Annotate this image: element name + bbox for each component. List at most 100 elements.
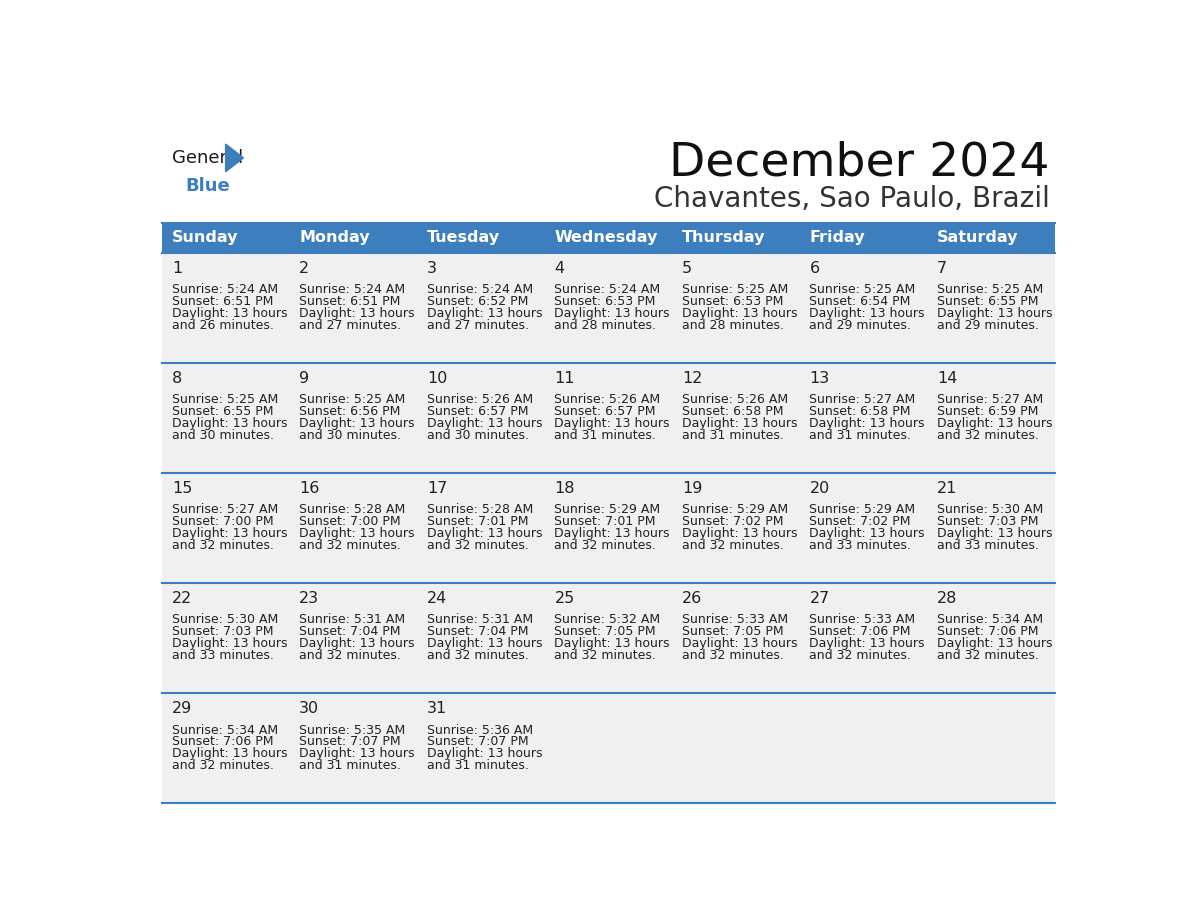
Text: and 27 minutes.: and 27 minutes. (426, 319, 529, 332)
Text: Daylight: 13 hours: Daylight: 13 hours (426, 527, 543, 540)
Text: Daylight: 13 hours: Daylight: 13 hours (299, 417, 415, 430)
Text: Sunset: 7:04 PM: Sunset: 7:04 PM (426, 625, 529, 638)
Text: and 31 minutes.: and 31 minutes. (682, 429, 784, 442)
Text: 4: 4 (555, 261, 564, 275)
Text: Sunset: 7:07 PM: Sunset: 7:07 PM (426, 735, 529, 748)
Polygon shape (226, 144, 244, 172)
Text: and 32 minutes.: and 32 minutes. (172, 539, 273, 552)
Text: Daylight: 13 hours: Daylight: 13 hours (172, 637, 287, 650)
Text: Sunset: 7:06 PM: Sunset: 7:06 PM (809, 625, 911, 638)
Text: 3: 3 (426, 261, 437, 275)
Text: Sunrise: 5:30 AM: Sunrise: 5:30 AM (937, 503, 1043, 516)
Text: 11: 11 (555, 371, 575, 386)
Text: Sunrise: 5:35 AM: Sunrise: 5:35 AM (299, 723, 405, 736)
Text: 18: 18 (555, 481, 575, 496)
Text: and 33 minutes.: and 33 minutes. (937, 539, 1038, 552)
Text: 27: 27 (809, 591, 829, 606)
Text: 10: 10 (426, 371, 447, 386)
Text: Sunrise: 5:33 AM: Sunrise: 5:33 AM (682, 613, 788, 626)
Text: Daylight: 13 hours: Daylight: 13 hours (426, 417, 543, 430)
Text: and 33 minutes.: and 33 minutes. (172, 649, 273, 662)
Text: Blue: Blue (185, 176, 230, 195)
Text: Sunset: 7:02 PM: Sunset: 7:02 PM (809, 515, 911, 528)
Text: Daylight: 13 hours: Daylight: 13 hours (555, 417, 670, 430)
Text: Daylight: 13 hours: Daylight: 13 hours (937, 527, 1053, 540)
Text: General: General (172, 149, 244, 167)
Text: 16: 16 (299, 481, 320, 496)
Text: 14: 14 (937, 371, 958, 386)
Text: Sunset: 6:58 PM: Sunset: 6:58 PM (682, 405, 783, 418)
Text: and 31 minutes.: and 31 minutes. (809, 429, 911, 442)
Text: Sunset: 7:06 PM: Sunset: 7:06 PM (937, 625, 1038, 638)
Text: Sunrise: 5:24 AM: Sunrise: 5:24 AM (426, 283, 533, 297)
Text: Sunset: 7:01 PM: Sunset: 7:01 PM (426, 515, 529, 528)
Text: Sunset: 6:57 PM: Sunset: 6:57 PM (555, 405, 656, 418)
Text: Sunset: 7:05 PM: Sunset: 7:05 PM (555, 625, 656, 638)
Text: and 28 minutes.: and 28 minutes. (682, 319, 784, 332)
Text: Sunrise: 5:26 AM: Sunrise: 5:26 AM (426, 393, 533, 406)
Text: 7: 7 (937, 261, 947, 275)
Text: and 32 minutes.: and 32 minutes. (299, 649, 402, 662)
Text: and 32 minutes.: and 32 minutes. (682, 649, 784, 662)
Text: 15: 15 (172, 481, 192, 496)
FancyBboxPatch shape (163, 252, 1055, 363)
Text: Sunday: Sunday (172, 230, 239, 245)
Text: Sunset: 7:00 PM: Sunset: 7:00 PM (299, 515, 400, 528)
Text: Sunrise: 5:24 AM: Sunrise: 5:24 AM (172, 283, 278, 297)
Text: 8: 8 (172, 371, 182, 386)
FancyBboxPatch shape (163, 223, 1055, 252)
Text: Sunset: 6:55 PM: Sunset: 6:55 PM (937, 295, 1038, 308)
Text: and 31 minutes.: and 31 minutes. (299, 759, 402, 772)
Text: Sunrise: 5:27 AM: Sunrise: 5:27 AM (937, 393, 1043, 406)
Text: and 32 minutes.: and 32 minutes. (299, 539, 402, 552)
Text: Sunset: 6:57 PM: Sunset: 6:57 PM (426, 405, 529, 418)
Text: Sunset: 6:54 PM: Sunset: 6:54 PM (809, 295, 911, 308)
Text: Sunrise: 5:25 AM: Sunrise: 5:25 AM (682, 283, 788, 297)
Text: Daylight: 13 hours: Daylight: 13 hours (426, 747, 543, 760)
Text: Sunrise: 5:24 AM: Sunrise: 5:24 AM (299, 283, 405, 297)
Text: and 29 minutes.: and 29 minutes. (809, 319, 911, 332)
Text: Sunset: 7:03 PM: Sunset: 7:03 PM (172, 625, 273, 638)
Text: 26: 26 (682, 591, 702, 606)
Text: Sunset: 7:01 PM: Sunset: 7:01 PM (555, 515, 656, 528)
Text: and 31 minutes.: and 31 minutes. (555, 429, 656, 442)
Text: Daylight: 13 hours: Daylight: 13 hours (682, 527, 797, 540)
Text: Daylight: 13 hours: Daylight: 13 hours (172, 417, 287, 430)
Text: Sunset: 7:05 PM: Sunset: 7:05 PM (682, 625, 784, 638)
Text: 9: 9 (299, 371, 309, 386)
Text: 19: 19 (682, 481, 702, 496)
Text: Sunrise: 5:29 AM: Sunrise: 5:29 AM (809, 503, 916, 516)
Text: and 32 minutes.: and 32 minutes. (937, 649, 1038, 662)
Text: and 27 minutes.: and 27 minutes. (299, 319, 402, 332)
Text: and 32 minutes.: and 32 minutes. (555, 539, 656, 552)
Text: Sunrise: 5:31 AM: Sunrise: 5:31 AM (426, 613, 533, 626)
Text: Chavantes, Sao Paulo, Brazil: Chavantes, Sao Paulo, Brazil (653, 185, 1050, 213)
Text: Sunrise: 5:27 AM: Sunrise: 5:27 AM (809, 393, 916, 406)
Text: Friday: Friday (809, 230, 865, 245)
Text: 22: 22 (172, 591, 192, 606)
Text: 1: 1 (172, 261, 182, 275)
Text: Sunrise: 5:34 AM: Sunrise: 5:34 AM (172, 723, 278, 736)
Text: Sunset: 7:00 PM: Sunset: 7:00 PM (172, 515, 273, 528)
Text: and 30 minutes.: and 30 minutes. (299, 429, 402, 442)
Text: 17: 17 (426, 481, 447, 496)
Text: Sunrise: 5:30 AM: Sunrise: 5:30 AM (172, 613, 278, 626)
Text: 24: 24 (426, 591, 447, 606)
Text: Daylight: 13 hours: Daylight: 13 hours (299, 527, 415, 540)
Text: and 32 minutes.: and 32 minutes. (555, 649, 656, 662)
Text: and 29 minutes.: and 29 minutes. (937, 319, 1038, 332)
Text: Daylight: 13 hours: Daylight: 13 hours (682, 417, 797, 430)
Text: Monday: Monday (299, 230, 369, 245)
Text: December 2024: December 2024 (669, 140, 1050, 185)
FancyBboxPatch shape (163, 473, 1055, 583)
Text: Sunrise: 5:29 AM: Sunrise: 5:29 AM (682, 503, 788, 516)
Text: Sunrise: 5:25 AM: Sunrise: 5:25 AM (172, 393, 278, 406)
Text: 28: 28 (937, 591, 958, 606)
Text: 29: 29 (172, 701, 192, 716)
Text: and 26 minutes.: and 26 minutes. (172, 319, 273, 332)
Text: Daylight: 13 hours: Daylight: 13 hours (809, 307, 925, 320)
Text: Sunrise: 5:26 AM: Sunrise: 5:26 AM (555, 393, 661, 406)
Text: 6: 6 (809, 261, 820, 275)
Text: Sunrise: 5:26 AM: Sunrise: 5:26 AM (682, 393, 788, 406)
Text: Sunset: 6:59 PM: Sunset: 6:59 PM (937, 405, 1038, 418)
